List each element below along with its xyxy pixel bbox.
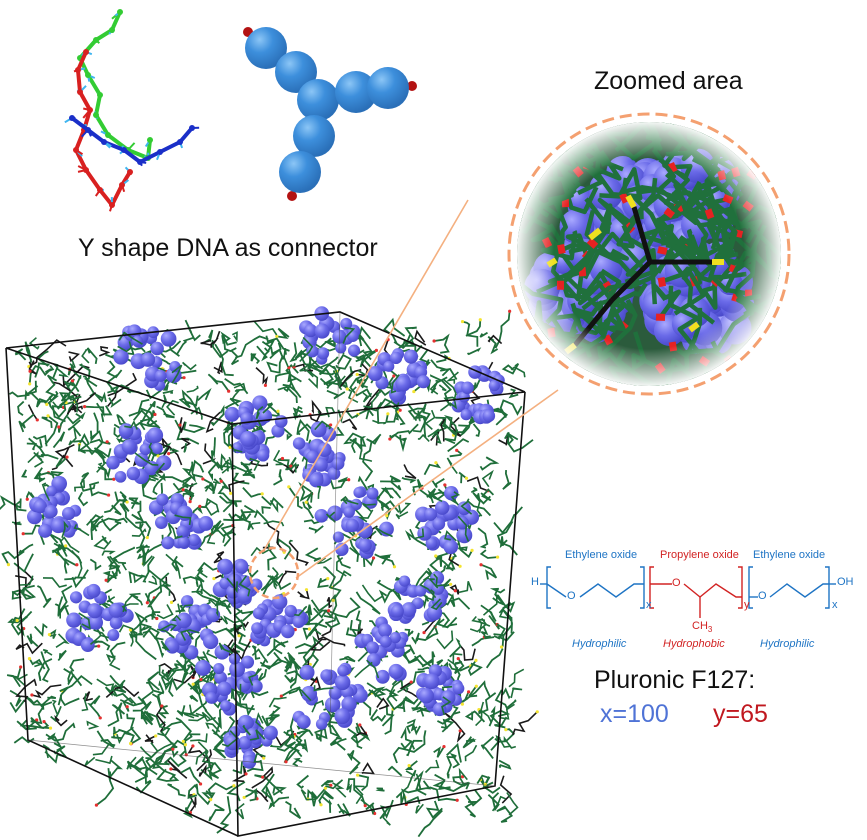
subscript-y: y (744, 599, 750, 611)
dna-connector-caption: Y shape DNA as connector (78, 234, 378, 262)
simulation-box-contents (0, 306, 539, 838)
subscript-x-1: x (646, 599, 652, 611)
y-dna-helix-model (64, 9, 200, 212)
block2-role: Hydrophobic (663, 638, 725, 650)
block2-name: Propylene oxide (660, 549, 739, 561)
zoom-connector-lines (262, 199, 559, 579)
block1-role: Hydrophilic (572, 638, 627, 650)
pluronic-structure (540, 566, 836, 618)
simulation-box-edges (5, 311, 526, 837)
right-end-group: OH (837, 576, 854, 588)
oxygen-3: O (758, 590, 767, 602)
oxygen-2: O (672, 577, 681, 589)
zoom-source-marker (248, 546, 300, 600)
subscript-x-2: x (832, 599, 838, 611)
pluronic-x-value: x=100 (600, 700, 669, 728)
block3-name: Ethylene oxide (753, 549, 826, 561)
zoomed-area-circle (507, 112, 791, 396)
left-end-group: H (531, 576, 539, 588)
methyl-group: CH3 (692, 620, 713, 635)
oxygen-1: O (567, 590, 576, 602)
block1-name: Ethylene oxide (565, 549, 638, 561)
zoomed-area-caption: Zoomed area (594, 67, 743, 95)
block3-role: Hydrophilic (760, 638, 815, 650)
pluronic-title: Pluronic F127: (594, 666, 756, 694)
y-dna-bead-model (243, 27, 417, 201)
pluronic-y-value: y=65 (713, 700, 768, 728)
